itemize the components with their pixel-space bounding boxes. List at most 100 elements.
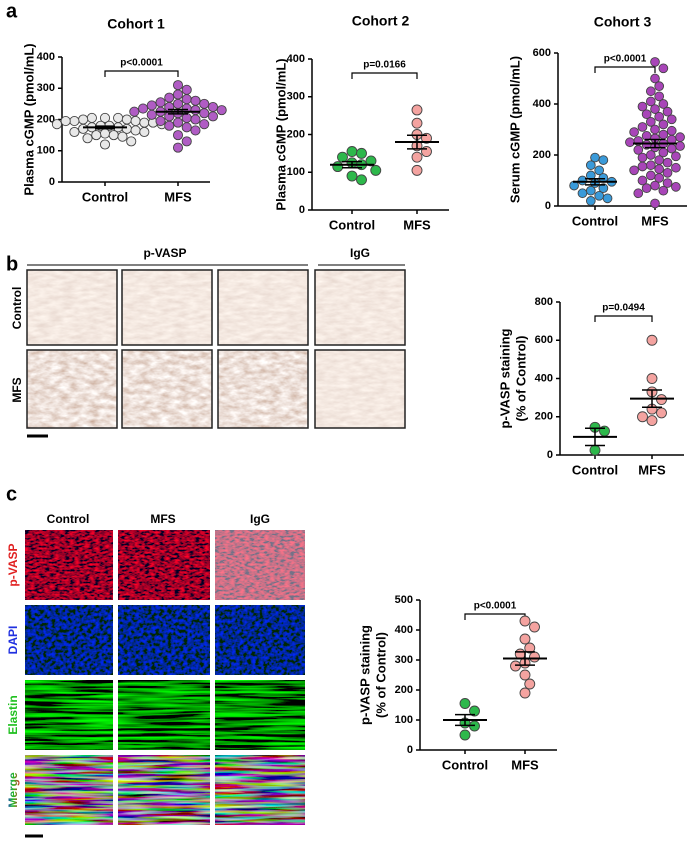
significance-label: p<0.0001 bbox=[604, 54, 647, 65]
x-tick-label: Control bbox=[442, 757, 488, 772]
y-tick-label: 200 bbox=[287, 128, 305, 140]
data-point bbox=[529, 621, 540, 633]
data-point bbox=[199, 108, 210, 119]
data-point bbox=[666, 125, 677, 136]
data-point bbox=[654, 173, 665, 183]
data-point bbox=[411, 104, 423, 116]
data-point bbox=[370, 164, 382, 176]
micrograph bbox=[118, 755, 210, 825]
x-tick-label: MFS bbox=[403, 217, 431, 232]
data-point bbox=[645, 116, 656, 127]
x-tick-label: MFS bbox=[641, 213, 669, 228]
data-point bbox=[181, 122, 192, 133]
data-point bbox=[646, 373, 658, 384]
data-point bbox=[671, 151, 681, 162]
data-point bbox=[650, 198, 660, 209]
micrograph bbox=[25, 680, 113, 750]
x-tick-label: Control bbox=[572, 462, 618, 477]
data-point bbox=[99, 139, 111, 150]
row-label: Control bbox=[10, 287, 24, 330]
data-point bbox=[207, 111, 219, 122]
micrograph bbox=[217, 349, 309, 429]
significance-label: p=0.0166 bbox=[363, 60, 406, 71]
y-tick-label: 0 bbox=[49, 176, 55, 188]
data-point bbox=[654, 81, 665, 92]
data-point bbox=[346, 170, 358, 182]
panel-label: c bbox=[6, 483, 17, 505]
data-point bbox=[650, 180, 660, 191]
data-point bbox=[172, 98, 184, 109]
significance-bracket bbox=[464, 613, 526, 620]
data-point bbox=[658, 129, 669, 140]
data-point bbox=[78, 114, 89, 125]
significance-label: p<0.0001 bbox=[120, 58, 163, 69]
data-point bbox=[650, 73, 660, 84]
data-point bbox=[155, 97, 166, 108]
y-tick-label: 400 bbox=[287, 53, 305, 65]
data-point bbox=[625, 137, 635, 148]
row-label: MFS bbox=[10, 377, 24, 402]
x-tick-label: Control bbox=[82, 189, 128, 204]
data-point bbox=[577, 188, 588, 199]
micrograph bbox=[121, 349, 213, 429]
data-point bbox=[645, 170, 656, 181]
y-axis-label: (% of Control) bbox=[373, 632, 388, 718]
y-tick-label: 0 bbox=[299, 204, 305, 216]
data-point bbox=[641, 183, 652, 194]
data-point bbox=[656, 407, 667, 419]
data-point bbox=[113, 112, 124, 123]
y-tick-label: 200 bbox=[395, 684, 413, 696]
row-label: p-VASP bbox=[6, 543, 20, 586]
data-point bbox=[598, 183, 609, 194]
data-point bbox=[181, 136, 192, 147]
data-point bbox=[650, 124, 660, 135]
data-point bbox=[121, 114, 132, 125]
data-point bbox=[645, 96, 656, 107]
y-tick-label: 0 bbox=[545, 200, 551, 212]
data-point bbox=[671, 182, 681, 192]
data-point bbox=[117, 131, 128, 142]
data-point bbox=[337, 151, 348, 163]
data-point bbox=[519, 633, 531, 645]
error-bar bbox=[585, 177, 605, 186]
data-point bbox=[524, 678, 536, 690]
micrograph bbox=[314, 349, 406, 429]
data-point bbox=[585, 170, 596, 181]
data-point bbox=[139, 117, 150, 128]
data-point bbox=[78, 123, 89, 134]
data-point bbox=[172, 142, 184, 153]
data-point bbox=[172, 89, 184, 100]
significance-bracket bbox=[351, 72, 418, 79]
data-point bbox=[524, 642, 536, 654]
data-point bbox=[356, 147, 367, 159]
data-point bbox=[662, 106, 673, 117]
data-point bbox=[421, 146, 432, 157]
data-point bbox=[199, 119, 210, 130]
data-point bbox=[365, 155, 377, 167]
data-point bbox=[594, 190, 605, 201]
data-point bbox=[172, 130, 184, 141]
significance-bracket bbox=[594, 66, 656, 73]
data-point bbox=[519, 687, 531, 699]
micrograph bbox=[118, 680, 210, 750]
micrograph bbox=[118, 530, 210, 600]
y-tick-label: 200 bbox=[535, 411, 553, 423]
x-tick-label: Control bbox=[572, 213, 618, 228]
significance-bracket bbox=[104, 70, 179, 77]
data-point bbox=[637, 161, 648, 172]
x-tick-label: MFS bbox=[511, 757, 539, 772]
data-point bbox=[130, 116, 141, 127]
micrographs-b bbox=[26, 269, 406, 429]
micrograph bbox=[26, 349, 118, 429]
micrograph bbox=[25, 530, 113, 600]
data-point bbox=[645, 150, 656, 160]
data-point bbox=[519, 669, 531, 681]
y-axis-label: Serum cGMP (pmol/mL) bbox=[507, 56, 522, 203]
data-point bbox=[662, 178, 673, 188]
micrograph bbox=[215, 605, 305, 675]
data-point bbox=[190, 95, 201, 106]
error-bar bbox=[455, 713, 475, 727]
data-point bbox=[654, 155, 665, 165]
y-tick-label: 300 bbox=[395, 654, 413, 666]
error-bar bbox=[515, 651, 535, 666]
